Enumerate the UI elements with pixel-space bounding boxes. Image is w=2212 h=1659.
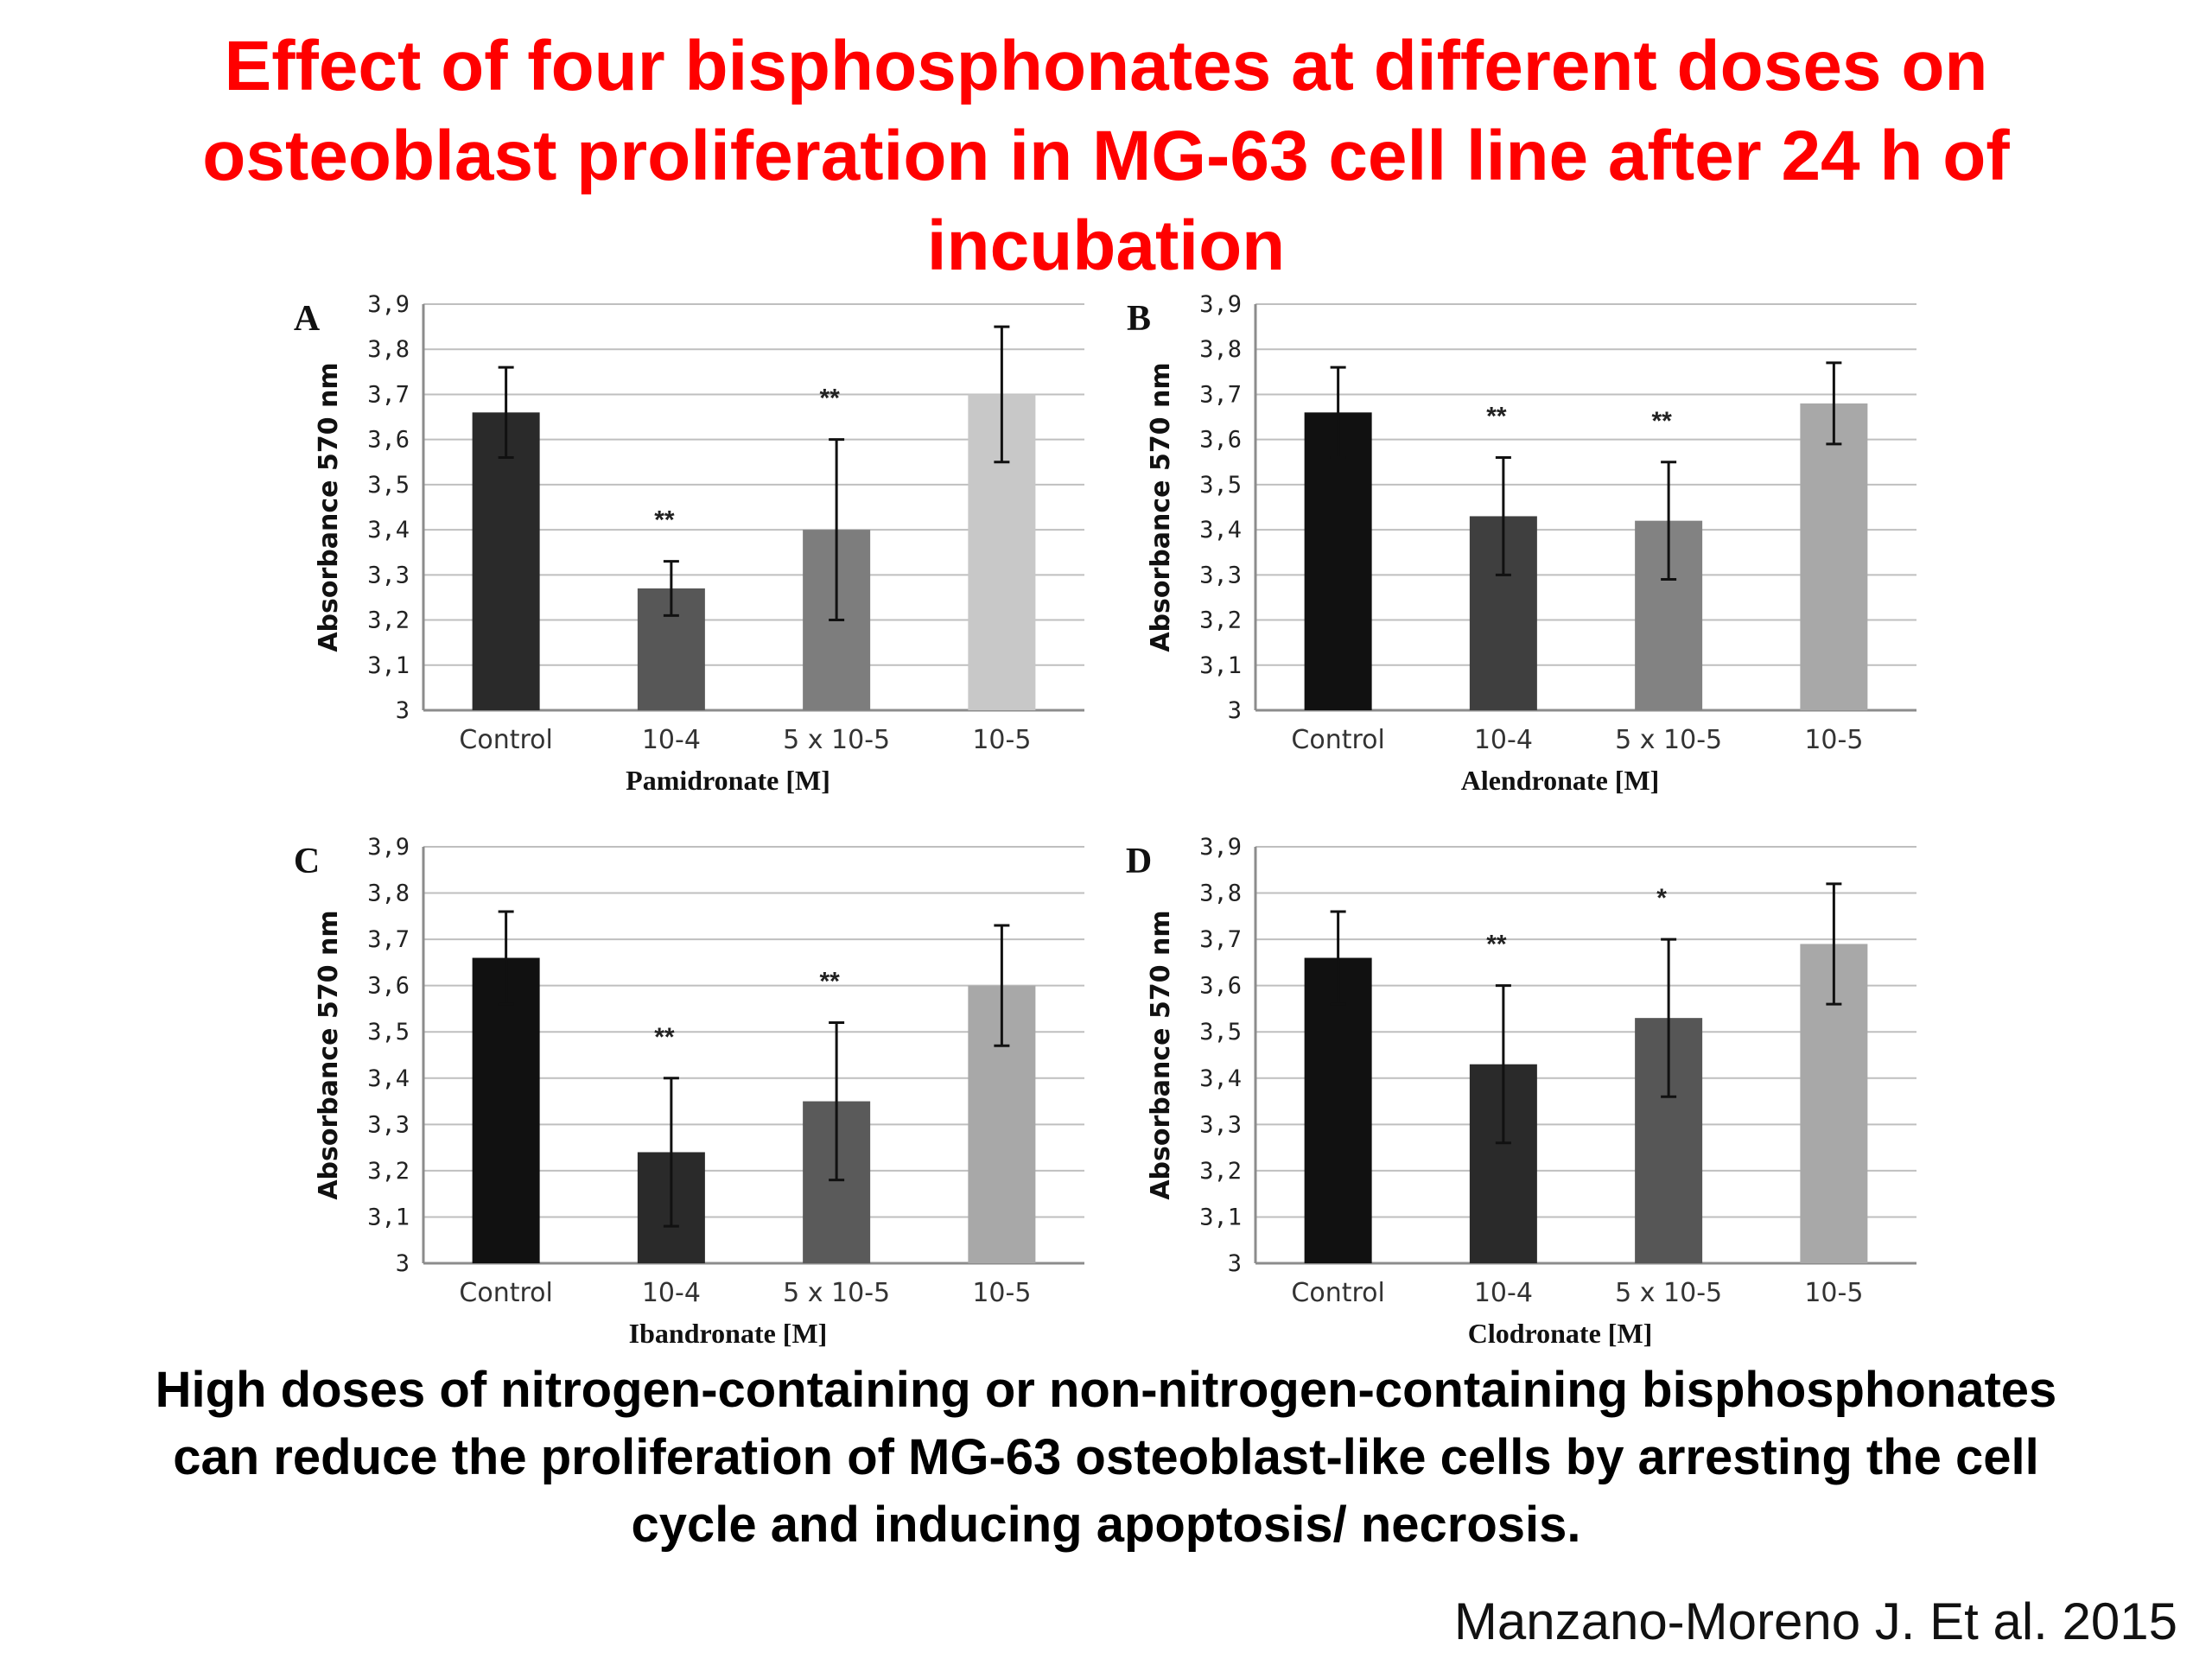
bar bbox=[1304, 412, 1372, 710]
panel-letter: C bbox=[294, 842, 320, 881]
y-tick-label: 3,2 bbox=[367, 607, 410, 634]
y-tick-label: 3,1 bbox=[367, 1204, 410, 1230]
y-axis-label: Absorbance 570 nm bbox=[314, 910, 344, 1199]
y-tick-label: 3,4 bbox=[1199, 517, 1242, 543]
y-tick-label: 3 bbox=[1228, 697, 1242, 724]
y-axis-label: Absorbance 570 nm bbox=[1146, 910, 1176, 1199]
x-tick-label: 10-5 bbox=[972, 1278, 1031, 1308]
x-axis-label: Alendronate [M] bbox=[1461, 765, 1660, 796]
chart-panel-d: 3 3,1 3,2 3,3 3,4 3,5 3,6 3,7 3,8 3,9 Control ** 10-… bbox=[1126, 834, 1916, 1349]
y-tick-label: 3,7 bbox=[1199, 926, 1242, 953]
panel-letter: B bbox=[1127, 299, 1151, 339]
x-tick-label: 10-5 bbox=[972, 725, 1031, 755]
title-line-1: Effect of four bisphosphonates at differ… bbox=[224, 27, 1988, 105]
y-tick-label: 3,2 bbox=[367, 1158, 410, 1185]
significance-marker: ** bbox=[1651, 407, 1672, 435]
x-axis-label: Ibandronate [M] bbox=[629, 1318, 828, 1349]
y-tick-label: 3,8 bbox=[367, 880, 410, 907]
significance-marker: ** bbox=[1486, 931, 1507, 959]
y-tick-label: 3,3 bbox=[367, 1111, 410, 1138]
significance-marker: ** bbox=[819, 968, 840, 996]
panel-letter: A bbox=[294, 299, 321, 339]
chart-panel-b: 3 3,1 3,2 3,3 3,4 3,5 3,6 3,7 3,8 3,9 Control ** 10-… bbox=[1127, 291, 1916, 796]
y-tick-label: 3,5 bbox=[1199, 472, 1242, 499]
chart-panel-c: 3 3,1 3,2 3,3 3,4 3,5 3,6 3,7 3,8 3,9 Control ** 10-… bbox=[294, 834, 1084, 1349]
slide-title: Effect of four bisphosphonates at differ… bbox=[0, 22, 2212, 291]
y-tick-label: 3,9 bbox=[1199, 291, 1242, 318]
x-tick-label: Control bbox=[1291, 1278, 1384, 1308]
citation: Manzano-Moreno J. Et al. 2015 bbox=[1453, 1592, 2177, 1650]
x-tick-label: 5 x 10-5 bbox=[1615, 725, 1722, 755]
y-axis-label: Absorbance 570 nm bbox=[1146, 362, 1176, 652]
y-tick-label: 3,6 bbox=[367, 427, 410, 454]
significance-marker: ** bbox=[654, 1023, 675, 1052]
caption-line-1: High doses of nitrogen-containing or non… bbox=[155, 1362, 2057, 1418]
y-tick-label: 3,2 bbox=[1199, 1158, 1242, 1185]
x-tick-label: 10-4 bbox=[1474, 725, 1533, 755]
y-tick-label: 3,3 bbox=[367, 562, 410, 588]
significance-marker: ** bbox=[819, 385, 840, 413]
y-tick-label: 3 bbox=[396, 697, 410, 724]
significance-marker: * bbox=[1656, 884, 1667, 912]
x-tick-label: Control bbox=[459, 1278, 552, 1308]
x-tick-label: 10-5 bbox=[1804, 1278, 1863, 1308]
y-tick-label: 3,9 bbox=[367, 834, 410, 861]
y-tick-label: 3,7 bbox=[1199, 381, 1242, 408]
y-tick-label: 3,8 bbox=[1199, 880, 1242, 907]
x-tick-label: 10-4 bbox=[1474, 1278, 1533, 1308]
x-tick-label: 10-5 bbox=[1804, 725, 1863, 755]
bar bbox=[1800, 403, 1868, 710]
bar bbox=[1304, 957, 1372, 1263]
y-tick-label: 3,1 bbox=[367, 652, 410, 679]
x-tick-label: 5 x 10-5 bbox=[1615, 1278, 1722, 1308]
y-tick-label: 3 bbox=[396, 1250, 410, 1277]
slide-caption: High doses of nitrogen-containing or non… bbox=[0, 1357, 2212, 1559]
y-tick-label: 3,8 bbox=[367, 336, 410, 363]
y-tick-label: 3,2 bbox=[1199, 607, 1242, 634]
y-tick-label: 3,5 bbox=[1199, 1019, 1242, 1046]
y-tick-label: 3,5 bbox=[367, 472, 410, 499]
significance-marker: ** bbox=[654, 506, 675, 535]
y-tick-label: 3,7 bbox=[367, 926, 410, 953]
y-tick-label: 3,6 bbox=[367, 973, 410, 1000]
y-tick-label: 3,4 bbox=[367, 1065, 410, 1092]
x-tick-label: 10-4 bbox=[642, 1278, 701, 1308]
bar bbox=[472, 412, 540, 710]
y-tick-label: 3,9 bbox=[1199, 834, 1242, 861]
x-tick-label: Control bbox=[1291, 725, 1384, 755]
caption-line-2: can reduce the proliferation of MG-63 os… bbox=[173, 1429, 2039, 1485]
y-tick-label: 3,1 bbox=[1199, 652, 1242, 679]
chart-panel-a: 3 3,1 3,2 3,3 3,4 3,5 3,6 3,7 3,8 3,9 Control ** 10-… bbox=[294, 291, 1084, 796]
x-axis-label: Clodronate [M] bbox=[1468, 1318, 1653, 1349]
y-tick-label: 3,8 bbox=[1199, 336, 1242, 363]
y-tick-label: 3,5 bbox=[367, 1019, 410, 1046]
y-tick-label: 3,6 bbox=[1199, 427, 1242, 454]
y-tick-label: 3,3 bbox=[1199, 1111, 1242, 1138]
panel-letter: D bbox=[1126, 842, 1152, 881]
y-tick-label: 3,4 bbox=[1199, 1065, 1242, 1092]
caption-line-3: cycle and inducing apoptosis/ necrosis. bbox=[631, 1497, 1581, 1553]
x-axis-label: Pamidronate [M] bbox=[626, 765, 830, 796]
x-tick-label: Control bbox=[459, 725, 552, 755]
y-axis-label: Absorbance 570 nm bbox=[314, 362, 344, 652]
significance-marker: ** bbox=[1486, 403, 1507, 431]
y-tick-label: 3,3 bbox=[1199, 562, 1242, 588]
y-tick-label: 3,1 bbox=[1199, 1204, 1242, 1230]
y-tick-label: 3 bbox=[1228, 1250, 1242, 1277]
y-tick-label: 3,9 bbox=[367, 291, 410, 318]
title-line-2: osteoblast proliferation in MG-63 cell l… bbox=[202, 117, 2010, 195]
x-tick-label: 5 x 10-5 bbox=[783, 1278, 890, 1308]
x-tick-label: 10-4 bbox=[642, 725, 701, 755]
y-tick-label: 3,6 bbox=[1199, 973, 1242, 1000]
x-tick-label: 5 x 10-5 bbox=[783, 725, 890, 755]
y-tick-label: 3,7 bbox=[367, 381, 410, 408]
title-line-3: incubation bbox=[926, 207, 1286, 285]
y-tick-label: 3,4 bbox=[367, 517, 410, 543]
bar bbox=[472, 957, 540, 1263]
